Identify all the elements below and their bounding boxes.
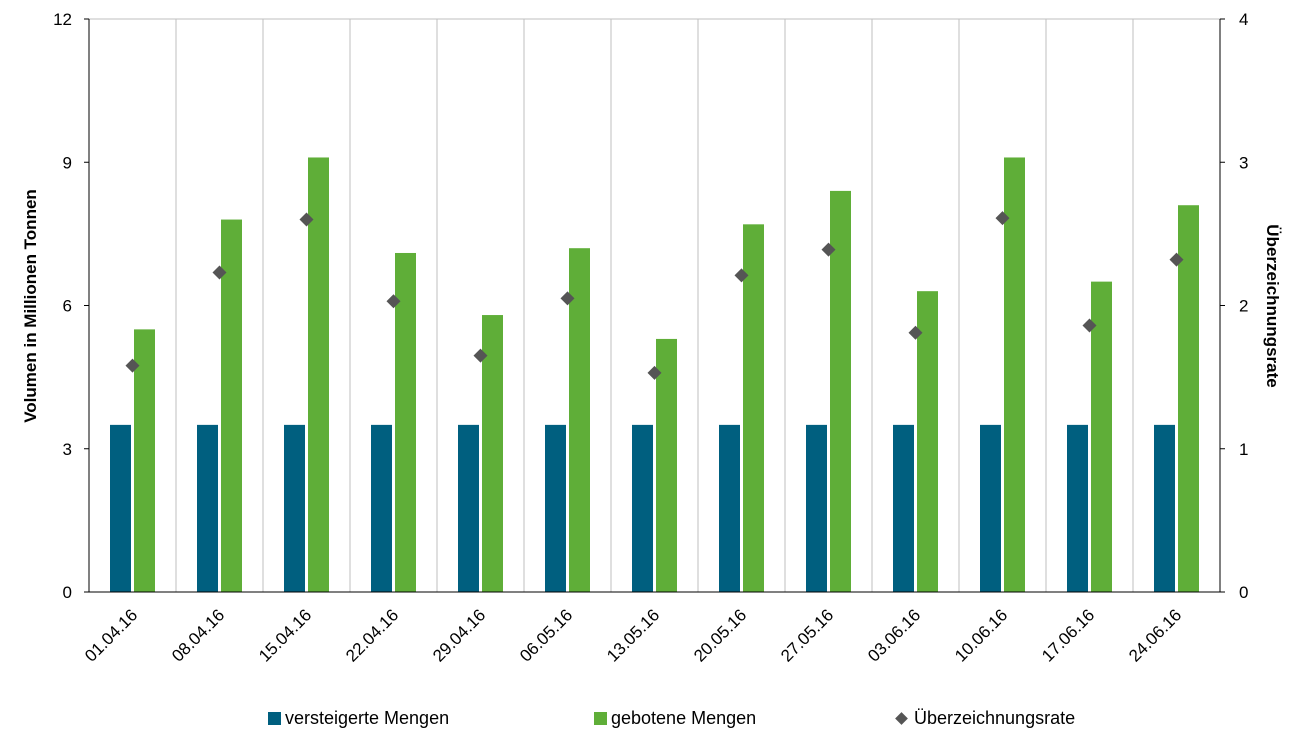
y-tick-label: 6	[63, 297, 72, 316]
bars	[110, 157, 1199, 593]
bar-gebotene	[1091, 281, 1112, 592]
marker-ueberzeichnungsrate	[734, 268, 749, 283]
x-tick-label: 01.04.16	[81, 605, 141, 665]
axes	[84, 18, 1225, 593]
x-tick-label: 13.05.16	[603, 605, 663, 665]
bar-gebotene	[917, 291, 938, 592]
x-tick-label: 29.04.16	[429, 605, 489, 665]
bar-versteigerte	[110, 424, 131, 592]
bar-gebotene	[569, 248, 590, 592]
y2-tick-label: 3	[1239, 153, 1248, 172]
marker-ueberzeichnungsrate	[299, 212, 314, 227]
bar-versteigerte	[893, 424, 914, 592]
x-tick-label: 17.06.16	[1038, 605, 1098, 665]
legend-item-gebotene: gebotene Mengen	[594, 708, 756, 729]
bar-versteigerte	[458, 424, 479, 592]
y2-axis-title: Überzeichnungsrate	[1263, 224, 1282, 387]
marker-ueberzeichnungsrate	[1082, 318, 1097, 333]
bar-gebotene	[656, 338, 677, 592]
bar-versteigerte	[371, 424, 392, 592]
legend-swatch-green	[594, 712, 607, 725]
legend-label: Überzeichnungsrate	[914, 708, 1076, 728]
bar-gebotene	[1178, 205, 1199, 592]
bar-versteigerte	[284, 424, 305, 592]
bar-gebotene	[830, 190, 851, 592]
bar-gebotene	[221, 219, 242, 593]
bar-gebotene	[482, 315, 503, 592]
bar-gebotene	[395, 252, 416, 592]
y-tick-label: 9	[63, 153, 72, 172]
bar-versteigerte	[1067, 424, 1088, 592]
x-tick-label: 24.06.16	[1125, 605, 1185, 665]
bar-gebotene	[1004, 157, 1025, 592]
bar-versteigerte	[545, 424, 566, 592]
bar-gebotene	[308, 157, 329, 592]
legend-item-versteigerte: versteigerte Mengen	[268, 708, 449, 729]
y-tick-label: 12	[53, 10, 72, 29]
bar-versteigerte	[1154, 424, 1175, 592]
marker-ueberzeichnungsrate	[995, 211, 1010, 226]
chart: 01.04.16 08.04.16 15.04.16 22.04.16 29.04.16…	[21, 10, 1282, 666]
bar-versteigerte	[719, 424, 740, 592]
bar-gebotene	[743, 224, 764, 592]
y2-tick-label: 4	[1239, 10, 1248, 29]
marker-ueberzeichnungsrate	[473, 348, 488, 363]
x-tick-label: 06.05.16	[516, 605, 576, 665]
bar-versteigerte	[197, 424, 218, 592]
y2-tick-label: 2	[1239, 297, 1248, 316]
x-tick-label: 08.04.16	[168, 605, 228, 665]
marker-ueberzeichnungsrate	[386, 294, 401, 309]
marker-ueberzeichnungsrate	[647, 365, 662, 380]
marker-ueberzeichnungsrate	[821, 242, 836, 257]
marker-ueberzeichnungsrate	[1169, 252, 1184, 267]
y2-tick-label: 0	[1239, 583, 1248, 602]
legend-item-ueberzeichnungsrate: Überzeichnungsrate	[893, 708, 1075, 729]
markers	[125, 211, 1184, 380]
y-axis-title: Volumen in Millionen Tonnen	[21, 189, 40, 423]
x-tick-label: 20.05.16	[690, 605, 750, 665]
marker-ueberzeichnungsrate	[908, 325, 923, 340]
legend-diamond-icon	[895, 712, 908, 725]
legend-swatch-blue	[268, 712, 281, 725]
x-tick-label: 10.06.16	[951, 605, 1011, 665]
y-tick-label: 3	[63, 440, 72, 459]
bar-versteigerte	[980, 424, 1001, 592]
y2-tick-label: 1	[1239, 440, 1248, 459]
y-tick-label: 0	[63, 583, 72, 602]
x-tick-label: 22.04.16	[342, 605, 402, 665]
legend-label: versteigerte Mengen	[285, 708, 450, 728]
marker-ueberzeichnungsrate	[212, 265, 227, 280]
x-tick-label: 27.05.16	[777, 605, 837, 665]
legend: versteigerte Mengen gebotene Mengen Über…	[0, 708, 1294, 732]
bar-versteigerte	[806, 424, 827, 592]
gridlines	[89, 18, 1220, 592]
marker-ueberzeichnungsrate	[125, 358, 140, 373]
legend-label: gebotene Mengen	[611, 708, 757, 728]
marker-ueberzeichnungsrate	[560, 291, 575, 306]
x-tick-label: 15.04.16	[255, 605, 315, 665]
bar-gebotene	[134, 329, 155, 592]
bar-versteigerte	[632, 424, 653, 592]
x-tick-label: 03.06.16	[864, 605, 924, 665]
